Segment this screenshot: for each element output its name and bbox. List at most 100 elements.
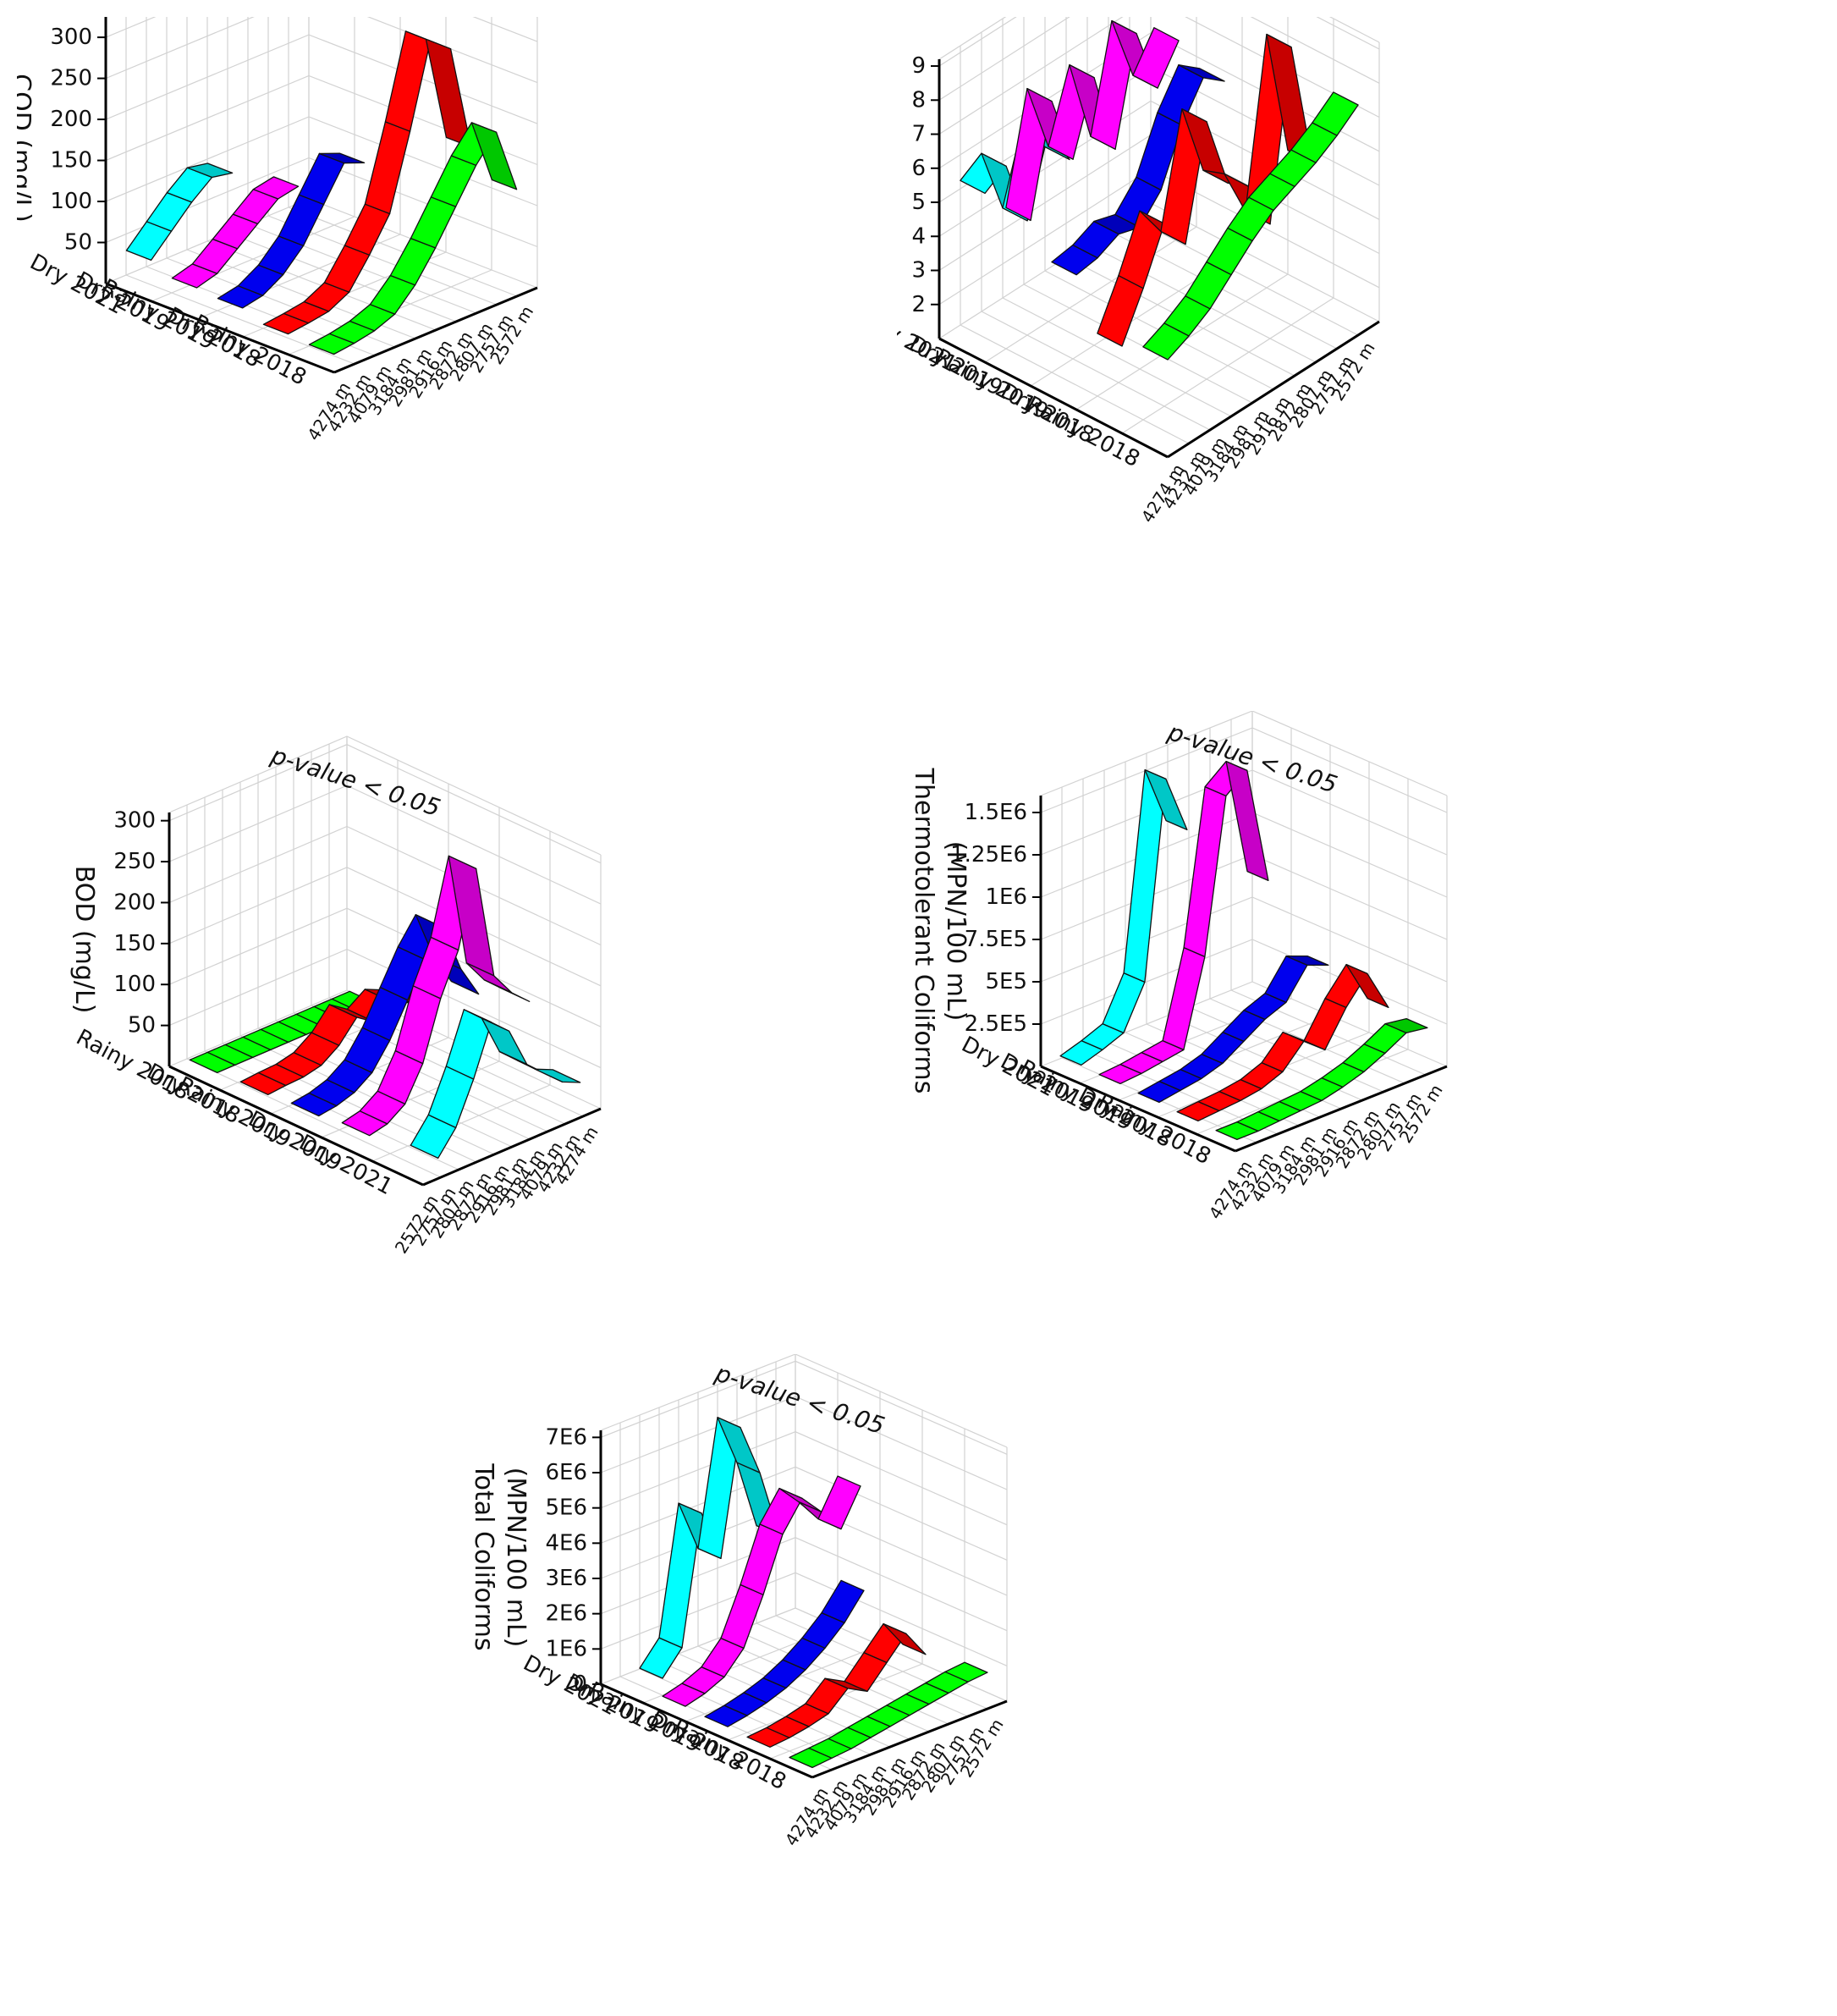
value-tick-label: 2.5E5 [965, 1011, 1027, 1037]
location-axis-line [1235, 1065, 1448, 1153]
ribbon-segment [1266, 33, 1313, 164]
series-rainy-2018 [1215, 1017, 1428, 1141]
series-dry-2021 [410, 1009, 581, 1159]
value-ticks: 0 1E6 2E6 3E6 4E6 5E6 6E6 7E6 [545, 1424, 601, 1697]
value-tick-label: 200 [50, 107, 92, 132]
value-tick-label: 50 [64, 230, 92, 256]
ribbon-segment [1144, 768, 1188, 831]
value-tick-label: 150 [113, 931, 156, 956]
value-axis-title: COD (mg/L) [17, 74, 36, 223]
floor-grid-line [371, 1084, 551, 1162]
series-dry-2018 [1176, 963, 1389, 1122]
value-tick-label: 9 [911, 53, 926, 79]
season-axis-line [168, 1065, 424, 1187]
location-axis-line [422, 1107, 602, 1187]
value-tick-label: 4E6 [545, 1530, 587, 1556]
floor-grid-line [151, 216, 355, 302]
series-dry-2019 [341, 855, 531, 1137]
floor-grid-line [311, 1005, 566, 1125]
floor-grid-line [1023, 284, 1253, 404]
series-dry-2021 [639, 1417, 780, 1679]
wall-grid-line [600, 1501, 1008, 1596]
wall-grid-line [1040, 896, 1448, 983]
wall-grid-line [938, 17, 1380, 67]
ribbon-segment [1102, 972, 1146, 1034]
value-tick-label: 100 [50, 189, 92, 214]
value-tick-label: 5E5 [985, 969, 1027, 994]
plot-total: 0 1E6 2E6 3E6 4E6 5E6 6E6 7E6 Total Coliforms (MP… [469, 1354, 1008, 1849]
ribbon-segment [883, 1622, 927, 1655]
wall-grid-line [168, 825, 602, 946]
floor-grid-line [125, 274, 355, 365]
ribbon-segment [481, 1017, 528, 1066]
series-dry-2019 [171, 176, 300, 289]
value-tick-label: 3 [911, 258, 926, 284]
floor-grid-line [1002, 297, 1232, 417]
wall-grid-line [600, 1354, 1008, 1448]
value-tick-label: 7E6 [545, 1424, 587, 1450]
series-dry-2021 [125, 162, 234, 262]
ribbon-segment [430, 155, 477, 207]
season-axis-line [105, 282, 335, 374]
axes-frame [938, 59, 1380, 459]
series-rainy-2019 [1051, 64, 1225, 276]
ribbons [960, 19, 1359, 361]
ribbon-segment [1183, 785, 1227, 958]
ribbon-segment [470, 122, 518, 190]
floor-grid-line [186, 1058, 442, 1178]
wall-grid-line [600, 1431, 1008, 1526]
ribbon-segment [817, 1475, 861, 1530]
ribbons [1059, 760, 1428, 1141]
value-tick-label: 150 [50, 148, 92, 174]
floor-grid-line [1129, 216, 1359, 336]
ribbon-segment [410, 196, 457, 249]
value-tick-label: 4 [911, 223, 926, 249]
value-ticks: 2.5E5 5E5 7.5E5 1E6 1.25E6 1.5E6 [950, 800, 1041, 1037]
value-axis-title-line: BOD (mg/L) [69, 866, 99, 1014]
floor-grid-line [960, 324, 1190, 444]
wall-grid-line [600, 1466, 1008, 1561]
ribbon-segment [344, 203, 391, 256]
value-tick-label: 8 [911, 87, 926, 113]
value-tick-label: 3E6 [545, 1566, 587, 1591]
series-dry-2018 [262, 30, 472, 335]
ribbon-segment [1345, 963, 1389, 1009]
series-dry-2019 [1098, 760, 1269, 1085]
series-dry-2021 [1059, 768, 1188, 1066]
value-axis-title-line: (MPN/100 mL) [501, 1468, 531, 1648]
value-axis-title-line: COD (mg/L) [17, 74, 36, 223]
ribbon-segment [1132, 27, 1180, 89]
ribbon-segment [318, 152, 366, 164]
series-dry-2018 [1097, 33, 1313, 347]
series-dry-2018 [746, 1622, 927, 1748]
location-axis-line [811, 1699, 1008, 1779]
ribbon-segment [364, 121, 411, 215]
value-tick-label: 0 [573, 1672, 587, 1697]
value-axis-title-line: Total Coliforms [469, 1462, 498, 1650]
chart-total: 0 1E6 2E6 3E6 4E6 5E6 6E6 7E6 Total Coliforms (MP… [469, 1354, 1008, 1849]
ribbon-segment [186, 162, 234, 179]
value-tick-label: 2 [911, 292, 926, 317]
location-axis-line [333, 286, 538, 374]
axes-frame [104, 17, 538, 374]
wall-grid-line [105, 17, 538, 84]
ribbons [639, 1417, 988, 1769]
value-ticks: 2 3 4 5 6 7 8 9 [911, 53, 939, 317]
season-axis-line [938, 337, 1169, 459]
wall-grid-line [105, 17, 538, 42]
wall-grid-line [1040, 854, 1448, 940]
floor-grid-line [1121, 297, 1334, 434]
value-tick-label: 7 [911, 122, 926, 147]
season-axis-line [1040, 1065, 1236, 1153]
floor-grid-line [981, 311, 1211, 431]
ribbon-segment [298, 152, 345, 206]
ribbon-segment [384, 30, 432, 132]
